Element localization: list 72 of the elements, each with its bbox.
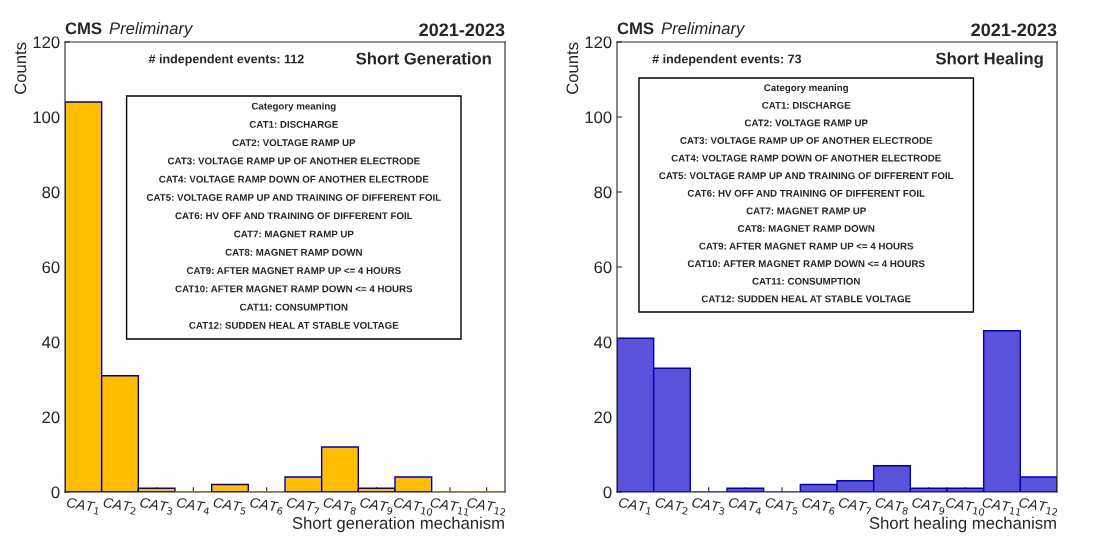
y-tick-label: 100	[33, 111, 60, 124]
x-tick-label: CAT$_{8}$	[874, 497, 909, 515]
annotation: CAT1: DISCHARGE	[762, 101, 851, 109]
y-tick-label: 40	[593, 336, 612, 349]
annotation: CAT2: VOLTAGE RAMP UP	[232, 139, 356, 147]
annotation: CAT8: MAGNET RAMP DOWN	[225, 248, 362, 256]
chart-title: CMS	[65, 22, 102, 35]
x-axis-title: Short generation mechanism	[292, 516, 504, 533]
y-tick-label: 80	[594, 186, 612, 199]
x-tick-label: CAT$_{5}$	[212, 497, 247, 515]
y-tick-label: 0	[51, 486, 60, 499]
text: 2021-2023	[419, 23, 505, 37]
y-tick-label: 0	[603, 486, 612, 499]
x-tick-label: CAT$_{4}$	[728, 497, 763, 515]
annotation: CAT12: SUDDEN HEAL AT STABLE VOLTAGE	[701, 295, 911, 303]
annotation: CAT6: HV OFF AND TRAINING OF DIFFERENT FOIL	[175, 212, 413, 220]
annotation: CAT11: CONSUMPTION	[240, 303, 348, 311]
annotation: CAT12: SUDDEN HEAL AT STABLE VOLTAGE	[189, 321, 399, 329]
y-tick-label: 80	[42, 186, 60, 199]
x-tick-label: CAT$_{2}$	[654, 497, 689, 515]
y-tick-label: 20	[42, 411, 60, 424]
chart-subtitle: Preliminary	[109, 21, 194, 38]
y-tick-label: 60	[594, 261, 612, 274]
x-tick-label: CAT$_{3}$	[139, 497, 174, 515]
y-tick-label: 100	[585, 111, 612, 124]
annotation: # independent events: 73	[652, 54, 802, 66]
x-tick-label: CAT$_{1}$	[618, 497, 653, 515]
annotation: CAT3: VOLTAGE RAMP UP OF ANOTHER ELECTRODE	[680, 137, 933, 144]
x-tick-label: CAT$_{2}$	[102, 497, 137, 515]
annotation: CAT11: CONSUMPTION	[752, 277, 860, 285]
annotation: CAT8: MAGNET RAMP DOWN	[737, 225, 875, 232]
annotation: CAT10: AFTER MAGNET RAMP DOWN <= 4 HOURS	[687, 260, 925, 268]
x-tick-label: CAT$_{5}$	[764, 497, 799, 515]
x-tick-label: CAT$_{6}$	[249, 497, 284, 515]
x-tick-label: CAT$_{7}$	[286, 497, 321, 515]
y-tick-label: 20	[594, 411, 612, 424]
annotation: CAT3: VOLTAGE RAMP UP OF ANOTHER ELECTRODE	[167, 157, 420, 165]
annotation: CAT7: MAGNET RAMP UP	[746, 207, 866, 215]
y-tick-label: 60	[42, 261, 60, 274]
annotation: CAT4: VOLTAGE RAMP DOWN OF ANOTHER ELECTRODE	[159, 175, 429, 183]
y-tick-label: 40	[41, 336, 60, 349]
x-tick-label: CAT$_{9}$	[359, 497, 394, 515]
annotation: CAT1: DISCHARGE	[249, 120, 338, 128]
annotation: # independent events: 112	[148, 54, 304, 66]
x-tick-label: CAT$_{4}$	[176, 497, 211, 515]
y-axis-title: Counts	[566, 42, 579, 94]
annotation: Category meaning	[764, 84, 848, 94]
x-tick-label: CAT$_{9}$	[911, 497, 946, 515]
annotation: CAT5: VOLTAGE RAMP UP AND TRAINING OF DIFFERENT FOIL	[146, 194, 441, 201]
y-tick-label: 120	[585, 36, 612, 49]
y-axis-title: Counts	[14, 42, 27, 94]
x-tick-label: CAT$_{3}$	[691, 497, 726, 515]
x-tick-label: CAT$_{6}$	[801, 497, 836, 515]
y-tick-label: 120	[33, 36, 60, 49]
annotation: CAT5: VOLTAGE RAMP UP AND TRAINING OF DIFFERENT FOIL	[659, 172, 954, 180]
annotation: CAT9: AFTER MAGNET RAMP UP <= 4 HOURS	[699, 242, 914, 250]
annotation: CAT9: AFTER MAGNET RAMP UP <= 4 HOURS	[186, 267, 401, 275]
x-tick-label: CAT$_{7}$	[838, 497, 873, 515]
annotation: CAT4: VOLTAGE RAMP DOWN OF ANOTHER ELECTRODE	[671, 154, 941, 162]
chart-title: CMS	[617, 22, 654, 35]
annotation: CAT6: HV OFF AND TRAINING OF DIFFERENT FOIL	[687, 189, 925, 197]
annotation: CAT10: AFTER MAGNET RAMP DOWN <= 4 HOURS	[175, 285, 413, 293]
annotation: Short Healing	[935, 52, 1043, 68]
annotation: Category meaning	[251, 102, 336, 112]
text: 2021-2023	[971, 23, 1057, 37]
annotation: Short Generation	[356, 52, 491, 65]
x-tick-label: CAT$_{8}$	[322, 497, 357, 515]
x-axis-title: Short healing mechanism	[869, 516, 1056, 533]
annotation: CAT2: VOLTAGE RAMP UP	[744, 119, 868, 127]
chart-subtitle: Preliminary	[661, 21, 746, 38]
annotation: CAT7: MAGNET RAMP UP	[234, 230, 354, 238]
x-tick-label: CAT$_{1}$	[66, 497, 101, 515]
